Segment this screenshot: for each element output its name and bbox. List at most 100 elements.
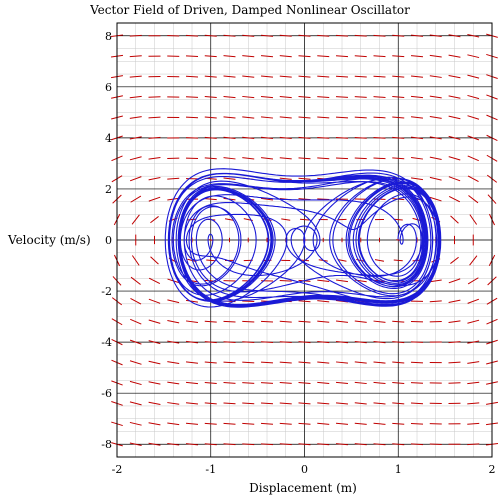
vector-arrow [373, 320, 386, 323]
vector-arrow [185, 340, 199, 344]
vector-arrow [448, 195, 461, 203]
vector-arrow [260, 75, 274, 78]
vector-arrow [148, 157, 161, 160]
vector-arrow [223, 382, 236, 384]
vector-arrow [242, 443, 255, 446]
vector-arrow [429, 116, 442, 119]
vector-arrow [129, 339, 142, 345]
x-tick-label: -1 [205, 463, 216, 476]
vector-arrow [242, 422, 255, 425]
y-tick-label: 4 [105, 132, 112, 145]
vector-arrow [260, 422, 274, 425]
vector-arrow [298, 320, 311, 323]
vector-arrow [392, 55, 405, 58]
vector-arrow [279, 55, 292, 58]
vector-arrow [317, 75, 330, 78]
vector-arrow [373, 402, 386, 405]
vector-arrow [260, 116, 274, 119]
vector-arrow [298, 34, 311, 37]
vector-arrow [208, 239, 213, 241]
vector-arrow [148, 196, 161, 202]
vector-arrow [279, 75, 292, 78]
trajectory-line [164, 168, 442, 308]
vector-arrow [279, 95, 292, 99]
vector-arrow [148, 381, 161, 385]
vector-arrow [373, 361, 386, 364]
vector-arrow [298, 136, 311, 139]
vector-arrow [354, 443, 367, 446]
vector-arrow [204, 320, 217, 323]
vector-arrow [204, 136, 217, 139]
vector-arrow [185, 34, 199, 37]
vector-arrow [410, 157, 424, 160]
vector-arrow [260, 361, 274, 364]
vector-arrow [129, 136, 142, 140]
vector-arrow [206, 259, 216, 262]
vector-arrow [373, 157, 386, 160]
vector-arrow [429, 54, 442, 58]
vector-arrow [448, 34, 461, 38]
y-tick-label: -8 [101, 438, 112, 451]
vector-arrow [242, 402, 255, 405]
y-tick-label: 0 [105, 234, 112, 247]
vector-arrow [317, 157, 330, 160]
vector-arrow [204, 341, 217, 344]
vector-arrow [223, 402, 236, 405]
vector-arrow [260, 320, 274, 323]
vector-arrow [448, 176, 461, 182]
vector-arrow [467, 340, 480, 344]
vector-arrow [354, 402, 367, 405]
vector-arrow [373, 422, 386, 425]
vector-arrow [429, 196, 442, 202]
vector-arrow [150, 216, 159, 224]
vector-arrow [242, 157, 255, 160]
vector-arrow [223, 177, 236, 180]
vector-arrow [131, 214, 140, 225]
vector-arrow [335, 381, 349, 385]
vector-arrow [224, 218, 235, 221]
vector-arrow [448, 320, 461, 323]
vector-arrow [467, 115, 480, 120]
vector-arrow [373, 116, 386, 119]
vector-arrow [242, 320, 255, 323]
vector-arrow [223, 75, 236, 78]
vector-arrow [317, 55, 330, 58]
vector-arrow [335, 116, 349, 119]
vector-arrow [467, 74, 480, 79]
vector-arrow [410, 341, 424, 343]
vector-arrow [335, 361, 349, 364]
x-tick-label: 0 [301, 463, 308, 476]
vector-arrow [392, 157, 405, 160]
vector-arrow [392, 361, 405, 364]
vector-arrow [129, 55, 142, 58]
vector-arrow [467, 402, 480, 405]
vector-arrow [393, 218, 403, 221]
vector-arrow [260, 136, 274, 140]
vector-arrow [298, 96, 311, 99]
vector-arrow [167, 340, 180, 344]
vector-arrow [185, 137, 199, 139]
vector-arrow [450, 215, 459, 224]
vector-arrow [298, 55, 311, 58]
vector-arrow [129, 401, 142, 406]
vector-arrow [467, 298, 480, 304]
vector-arrow [148, 319, 161, 324]
vector-arrow [373, 137, 386, 139]
vector-arrow [260, 34, 274, 37]
vector-arrow [373, 443, 386, 446]
vector-arrow [448, 54, 461, 58]
vector-arrow [204, 443, 217, 446]
vector-arrow [410, 402, 424, 405]
vector-arrow [354, 137, 367, 139]
vector-arrow [185, 381, 199, 385]
vector-arrow [129, 116, 142, 119]
vector-arrow [185, 96, 199, 98]
vector-arrow [373, 34, 386, 37]
vector-arrow [223, 34, 236, 37]
vector-arrow [298, 341, 311, 344]
vector-arrow [298, 443, 311, 446]
vector-arrow [260, 157, 274, 160]
vector-arrow [279, 422, 292, 425]
vector-arrow [204, 361, 217, 364]
